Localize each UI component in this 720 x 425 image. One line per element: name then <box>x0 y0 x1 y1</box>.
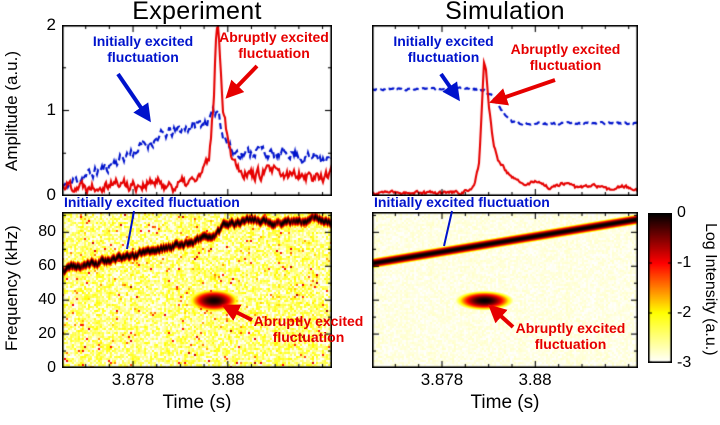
freq-ytick-80: 80 <box>38 223 56 240</box>
simulation-spectrogram-plot <box>372 212 638 368</box>
sim-initial-annotation: Initially excited fluctuation <box>393 33 494 65</box>
experiment-spectrogram-plot <box>62 212 332 368</box>
exp-abrupt-annotation: Abruptly excited fluctuation <box>219 29 329 61</box>
colorbar-tick-m3: -3 <box>677 354 692 371</box>
experiment-title: Experiment <box>132 0 262 25</box>
simulation-amplitude-plot <box>372 25 638 196</box>
exp-time-axis-label: Time (s) <box>162 392 232 413</box>
colorbar-label: Log Intensity (a.u.) <box>702 222 719 356</box>
frequency-axis-label: Frequency (kHz) <box>2 225 21 351</box>
colorbar-tick-0: 0 <box>677 204 686 221</box>
amp-ytick-1: 1 <box>46 100 56 119</box>
exp-spec-initial-annotation: Initially excited fluctuation <box>64 194 240 210</box>
sim-xtick-3878: 3.878 <box>420 370 464 389</box>
exp-spec-abrupt-annotation: Abruptly excited fluctuation <box>253 313 364 345</box>
amp-ytick-0: 0 <box>46 185 56 204</box>
sim-time-axis-label: Time (s) <box>470 392 540 413</box>
colorbar-tick-m2: -2 <box>677 304 692 321</box>
colorbar-tick-m1: -1 <box>677 254 692 271</box>
freq-ytick-40: 40 <box>38 291 56 308</box>
simulation-title: Simulation <box>445 0 565 25</box>
colorbar <box>648 213 672 363</box>
amplitude-axis-label: Amplitude (a.u.) <box>2 51 21 171</box>
amp-ytick-2: 2 <box>46 15 56 34</box>
sim-spec-initial-annotation: Initially excited fluctuation <box>374 194 550 210</box>
exp-xtick-3878: 3.878 <box>111 370 155 389</box>
sim-xtick-388: 3.88 <box>518 370 552 389</box>
freq-ytick-60: 60 <box>38 257 56 274</box>
sim-spec-abrupt-annotation: Abruptly excited fluctuation <box>515 320 626 352</box>
exp-initial-annotation: Initially excited fluctuation <box>92 33 194 65</box>
experiment-amplitude-plot <box>62 25 332 196</box>
freq-ytick-0: 0 <box>47 359 56 376</box>
freq-ytick-20: 20 <box>38 325 56 342</box>
exp-xtick-388: 3.88 <box>211 370 245 389</box>
sim-abrupt-annotation: Abruptly excited fluctuation <box>510 41 621 73</box>
